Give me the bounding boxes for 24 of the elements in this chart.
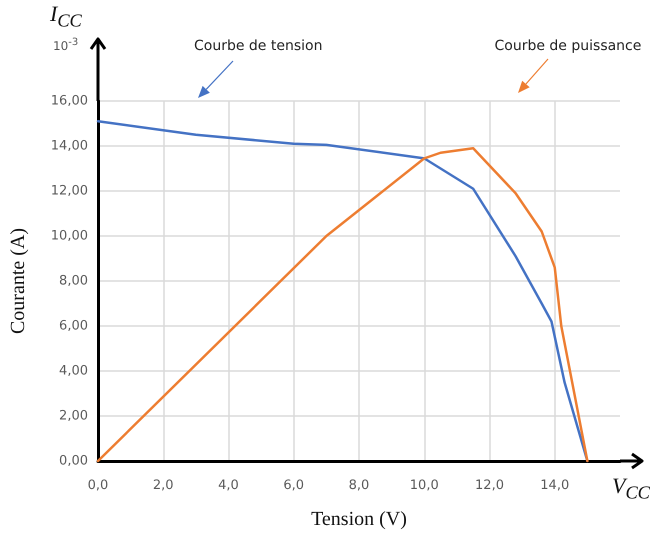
- x-axis-title: Tension (V): [311, 508, 407, 530]
- x-tick-label: 14,0: [540, 478, 570, 493]
- y-tick-label: 14,00: [50, 138, 88, 154]
- y-tick-label: 10,00: [50, 228, 88, 244]
- y-tick-label: 4,00: [59, 364, 88, 378]
- x-tick-label: 6,0: [283, 478, 304, 493]
- y-tick-label: 6,00: [59, 318, 88, 334]
- x-tick-label: 12,0: [475, 478, 504, 493]
- text: 10$^{-3}$: [53, 37, 78, 53]
- y-tick-label: 8,00: [59, 274, 88, 288]
- x-tick-label: 8,0: [348, 478, 370, 493]
- text: V$_{CC}$: [612, 473, 650, 504]
- x-tick-label: 10,0: [410, 478, 439, 493]
- x-tick-label: 2,0: [152, 478, 174, 493]
- text: Courbe de puissance: [494, 38, 642, 54]
- x-tick-label: 0,0: [88, 478, 108, 493]
- y-tick-label: 0,00: [59, 454, 88, 468]
- x-tick-label: 4,0: [218, 478, 239, 493]
- y-tick-label: 12,00: [50, 184, 88, 198]
- text: I$_{CC}$: [50, 1, 82, 32]
- text: Courbe de tension: [194, 38, 322, 54]
- y-tick-label: 16,00: [50, 94, 88, 108]
- y-axis-title: Courante (A): [7, 228, 29, 334]
- y-tick-label: 2,00: [59, 408, 88, 424]
